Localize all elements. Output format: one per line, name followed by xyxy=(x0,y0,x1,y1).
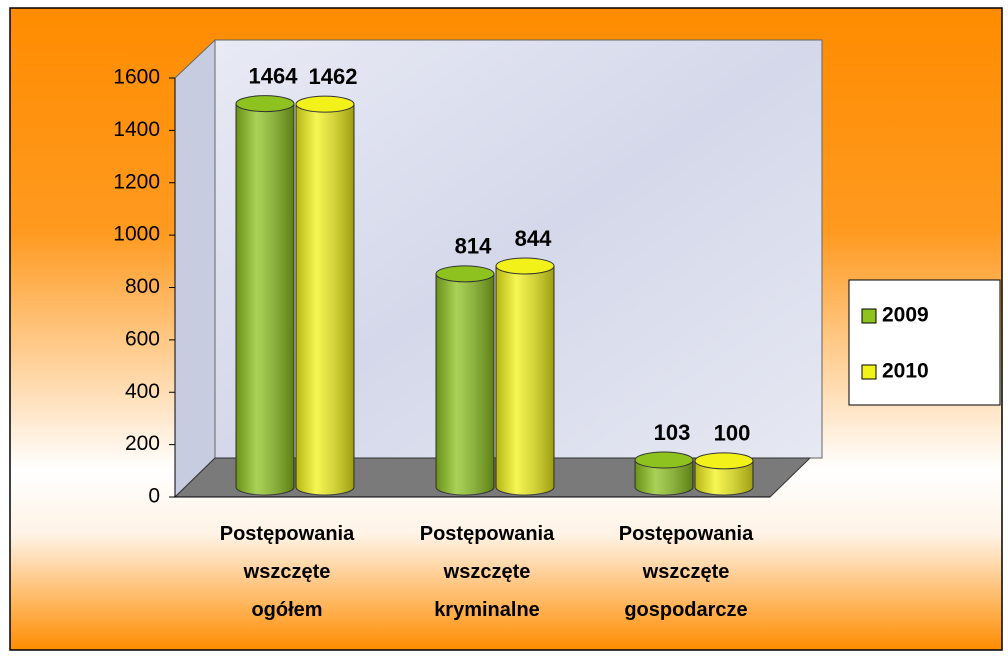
legend-label: 2009 xyxy=(882,304,929,327)
y-tick-label: 1200 xyxy=(113,170,160,193)
x-tick-label-line: kryminalne xyxy=(434,599,540,621)
bar xyxy=(235,95,295,496)
x-tick-label-line: ogółem xyxy=(251,599,322,621)
bar-shade xyxy=(635,460,693,495)
data-label: 1464 xyxy=(249,63,299,88)
bar-cap xyxy=(295,95,355,113)
bar xyxy=(634,451,694,496)
bar xyxy=(295,95,355,496)
x-tick-label-line: Postępowania xyxy=(220,523,355,545)
y-tick-label: 200 xyxy=(125,432,160,455)
data-label: 814 xyxy=(455,234,492,259)
x-tick-label-line: gospodarcze xyxy=(624,599,747,621)
legend-swatch xyxy=(861,308,877,324)
bar-cap xyxy=(694,452,754,470)
bar-shade xyxy=(296,104,354,496)
bar-cap xyxy=(634,451,694,469)
x-tick-label-line: wszczęte xyxy=(443,561,531,583)
bar-cap xyxy=(235,95,295,113)
y-tick-label: 1000 xyxy=(113,223,160,246)
y-tick-label: 400 xyxy=(125,380,160,403)
legend xyxy=(848,279,1001,406)
data-label: 844 xyxy=(515,226,552,251)
bar xyxy=(495,257,555,496)
bar-cap xyxy=(495,257,555,275)
legend-label: 2010 xyxy=(882,360,929,383)
bar-cap xyxy=(435,265,495,283)
x-tick-label-line: Postępowania xyxy=(420,523,555,545)
x-tick-label-line: wszczęte xyxy=(642,561,730,583)
y-tick-label: 1600 xyxy=(113,66,160,89)
x-tick-label: Postępowania wszczęte kryminalne xyxy=(420,523,555,621)
x-tick-label-line: wszczęte xyxy=(243,561,331,583)
y-tick-label: 1400 xyxy=(113,118,160,141)
y-tick-label: 800 xyxy=(125,275,160,298)
bar xyxy=(435,265,495,496)
bar-shade xyxy=(695,460,753,495)
bar-shade xyxy=(236,103,294,496)
bar-shade xyxy=(436,273,494,495)
data-label: 1462 xyxy=(309,64,358,89)
x-tick-label: Postępowania wszczęte ogółem xyxy=(220,523,355,621)
bar xyxy=(694,452,754,496)
data-label: 103 xyxy=(654,420,691,445)
y-tick-label: 0 xyxy=(148,485,160,508)
legend-swatch xyxy=(861,364,877,380)
data-label: 100 xyxy=(714,421,751,446)
x-tick-label: Postępowania wszczęte gospodarcze xyxy=(619,523,754,621)
y-tick-label: 600 xyxy=(125,327,160,350)
bar-shade xyxy=(496,265,554,495)
side-wall xyxy=(174,38,216,499)
x-tick-label-line: Postępowania xyxy=(619,523,754,545)
